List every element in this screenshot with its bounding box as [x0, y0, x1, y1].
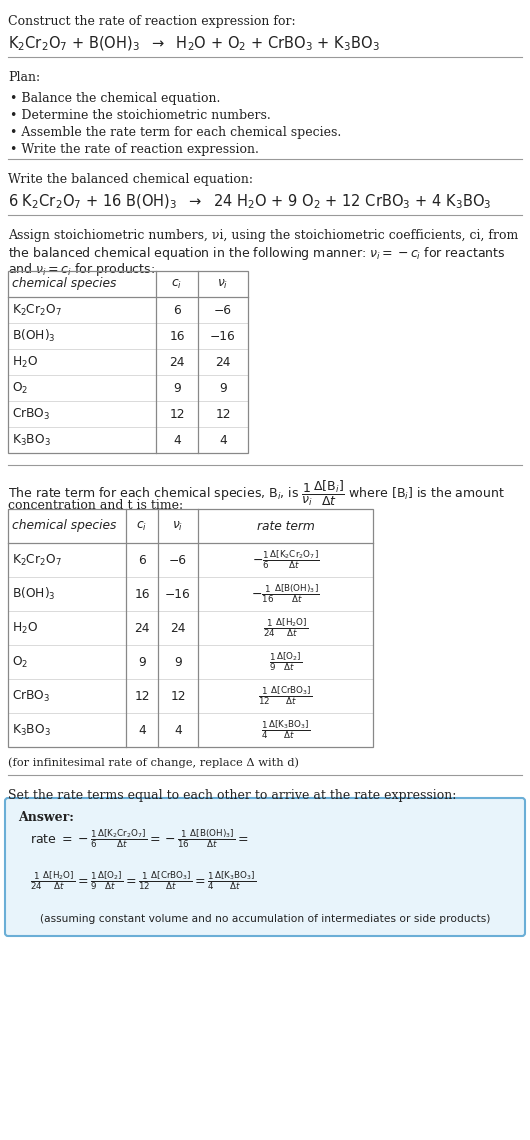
- Text: $\frac{1}{24}\frac{\Delta[\mathrm{H_2O}]}{\Delta t} = \frac{1}{9}\frac{\Delta[\m: $\frac{1}{24}\frac{\Delta[\mathrm{H_2O}]…: [30, 870, 257, 893]
- Text: $-\frac{1}{6}\frac{\Delta[\mathrm{K_2Cr_2O_7}]}{\Delta t}$: $-\frac{1}{6}\frac{\Delta[\mathrm{K_2Cr_…: [252, 548, 319, 571]
- Text: 4: 4: [174, 724, 182, 736]
- Text: 4: 4: [219, 433, 227, 447]
- Text: Assign stoichiometric numbers, νi, using the stoichiometric coefficients, ci, fr: Assign stoichiometric numbers, νi, using…: [8, 229, 518, 242]
- Text: H$_2$O: H$_2$O: [12, 620, 38, 636]
- Text: B(OH)$_3$: B(OH)$_3$: [12, 328, 56, 344]
- Text: 4: 4: [173, 433, 181, 447]
- Text: O$_2$: O$_2$: [12, 654, 28, 669]
- Text: $\nu_i$: $\nu_i$: [172, 520, 183, 532]
- FancyBboxPatch shape: [5, 798, 525, 936]
- Text: $c_i$: $c_i$: [136, 520, 147, 532]
- Text: 16: 16: [134, 587, 150, 601]
- Text: 6 K$_2$Cr$_2$O$_7$ + 16 B(OH)$_3$  $\rightarrow$  24 H$_2$O + 9 O$_2$ + 12 CrBO$: 6 K$_2$Cr$_2$O$_7$ + 16 B(OH)$_3$ $\righ…: [8, 193, 491, 211]
- Text: chemical species: chemical species: [12, 520, 117, 532]
- Text: 24: 24: [215, 356, 231, 368]
- Text: the balanced chemical equation in the following manner: $\nu_i = -c_i$ for react: the balanced chemical equation in the fo…: [8, 245, 506, 262]
- Text: chemical species: chemical species: [12, 277, 117, 291]
- Text: Answer:: Answer:: [18, 811, 74, 824]
- Text: 9: 9: [173, 382, 181, 394]
- Text: $c_i$: $c_i$: [172, 277, 182, 291]
- Text: 12: 12: [170, 690, 185, 702]
- Text: K$_2$Cr$_2$O$_7$: K$_2$Cr$_2$O$_7$: [12, 302, 62, 318]
- Text: K$_3$BO$_3$: K$_3$BO$_3$: [12, 432, 51, 448]
- Bar: [8, 508, 373, 747]
- Text: $-\frac{1}{16}\frac{\Delta[\mathrm{B(OH)_3}]}{\Delta t}$: $-\frac{1}{16}\frac{\Delta[\mathrm{B(OH)…: [251, 583, 320, 605]
- Text: 24: 24: [170, 621, 185, 635]
- Text: O$_2$: O$_2$: [12, 381, 28, 396]
- Text: • Write the rate of reaction expression.: • Write the rate of reaction expression.: [10, 142, 259, 156]
- Text: $\frac{1}{24}\frac{\Delta[\mathrm{H_2O}]}{\Delta t}$: $\frac{1}{24}\frac{\Delta[\mathrm{H_2O}]…: [263, 617, 308, 640]
- Text: The rate term for each chemical species, B$_i$, is $\dfrac{1}{\nu_i}\dfrac{\Delt: The rate term for each chemical species,…: [8, 479, 505, 508]
- Text: K$_3$BO$_3$: K$_3$BO$_3$: [12, 723, 51, 738]
- Text: 6: 6: [138, 554, 146, 567]
- Text: 24: 24: [169, 356, 185, 368]
- Text: (assuming constant volume and no accumulation of intermediates or side products): (assuming constant volume and no accumul…: [40, 914, 490, 925]
- Text: • Determine the stoichiometric numbers.: • Determine the stoichiometric numbers.: [10, 109, 271, 122]
- Text: • Balance the chemical equation.: • Balance the chemical equation.: [10, 92, 220, 105]
- Text: K$_2$Cr$_2$O$_7$: K$_2$Cr$_2$O$_7$: [12, 553, 62, 568]
- Text: −6: −6: [214, 303, 232, 317]
- Text: −16: −16: [165, 587, 191, 601]
- Text: 9: 9: [219, 382, 227, 394]
- Text: K$_2$Cr$_2$O$_7$ + B(OH)$_3$  $\rightarrow$  H$_2$O + O$_2$ + CrBO$_3$ + K$_3$BO: K$_2$Cr$_2$O$_7$ + B(OH)$_3$ $\rightarro…: [8, 35, 379, 54]
- Text: (for infinitesimal rate of change, replace Δ with d): (for infinitesimal rate of change, repla…: [8, 757, 299, 767]
- Text: 12: 12: [215, 407, 231, 421]
- Text: concentration and t is time:: concentration and t is time:: [8, 499, 183, 512]
- Text: Construct the rate of reaction expression for:: Construct the rate of reaction expressio…: [8, 15, 296, 28]
- Text: Set the rate terms equal to each other to arrive at the rate expression:: Set the rate terms equal to each other t…: [8, 789, 456, 803]
- Bar: [8, 271, 248, 453]
- Text: 4: 4: [138, 724, 146, 736]
- Text: H$_2$O: H$_2$O: [12, 355, 38, 369]
- Text: 12: 12: [169, 407, 185, 421]
- Text: 6: 6: [173, 303, 181, 317]
- Text: Plan:: Plan:: [8, 71, 40, 84]
- Text: 16: 16: [169, 329, 185, 342]
- Text: 9: 9: [138, 656, 146, 668]
- Text: CrBO$_3$: CrBO$_3$: [12, 689, 50, 703]
- Text: rate $= -\frac{1}{6}\frac{\Delta[\mathrm{K_2Cr_2O_7}]}{\Delta t} = -\frac{1}{16}: rate $= -\frac{1}{6}\frac{\Delta[\mathrm…: [30, 828, 249, 850]
- Text: and $\nu_i = c_i$ for products:: and $\nu_i = c_i$ for products:: [8, 261, 155, 278]
- Text: • Assemble the rate term for each chemical species.: • Assemble the rate term for each chemic…: [10, 127, 341, 139]
- Text: $\frac{1}{9}\frac{\Delta[\mathrm{O_2}]}{\Delta t}$: $\frac{1}{9}\frac{\Delta[\mathrm{O_2}]}{…: [269, 651, 302, 674]
- Text: $\nu_i$: $\nu_i$: [217, 277, 228, 291]
- Text: $\frac{1}{12}\frac{\Delta[\mathrm{CrBO_3}]}{\Delta t}$: $\frac{1}{12}\frac{\Delta[\mathrm{CrBO_3…: [258, 685, 313, 707]
- Text: CrBO$_3$: CrBO$_3$: [12, 407, 50, 422]
- Text: 9: 9: [174, 656, 182, 668]
- Text: −16: −16: [210, 329, 236, 342]
- Text: Write the balanced chemical equation:: Write the balanced chemical equation:: [8, 173, 253, 186]
- Text: 12: 12: [134, 690, 150, 702]
- Text: B(OH)$_3$: B(OH)$_3$: [12, 586, 56, 602]
- Text: −6: −6: [169, 554, 187, 567]
- Text: $\frac{1}{4}\frac{\Delta[\mathrm{K_3BO_3}]}{\Delta t}$: $\frac{1}{4}\frac{\Delta[\mathrm{K_3BO_3…: [261, 718, 310, 741]
- Text: rate term: rate term: [257, 520, 314, 532]
- Text: 24: 24: [134, 621, 150, 635]
